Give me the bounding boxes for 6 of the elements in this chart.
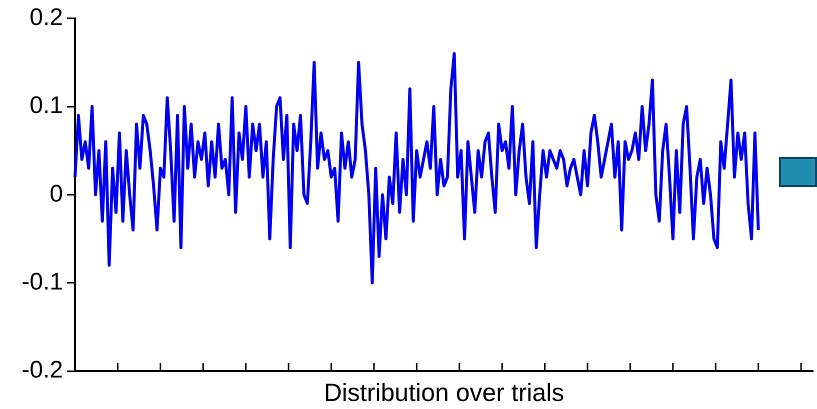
y-tick-label: 0.2 <box>30 4 63 32</box>
x-axis-title: Distribution over trials <box>324 378 564 407</box>
y-tick-label: -0.2 <box>22 356 63 384</box>
y-tick-label: 0 <box>50 180 63 208</box>
y-tick-label: -0.1 <box>22 268 63 296</box>
y-tick-label: 0.1 <box>30 92 63 120</box>
